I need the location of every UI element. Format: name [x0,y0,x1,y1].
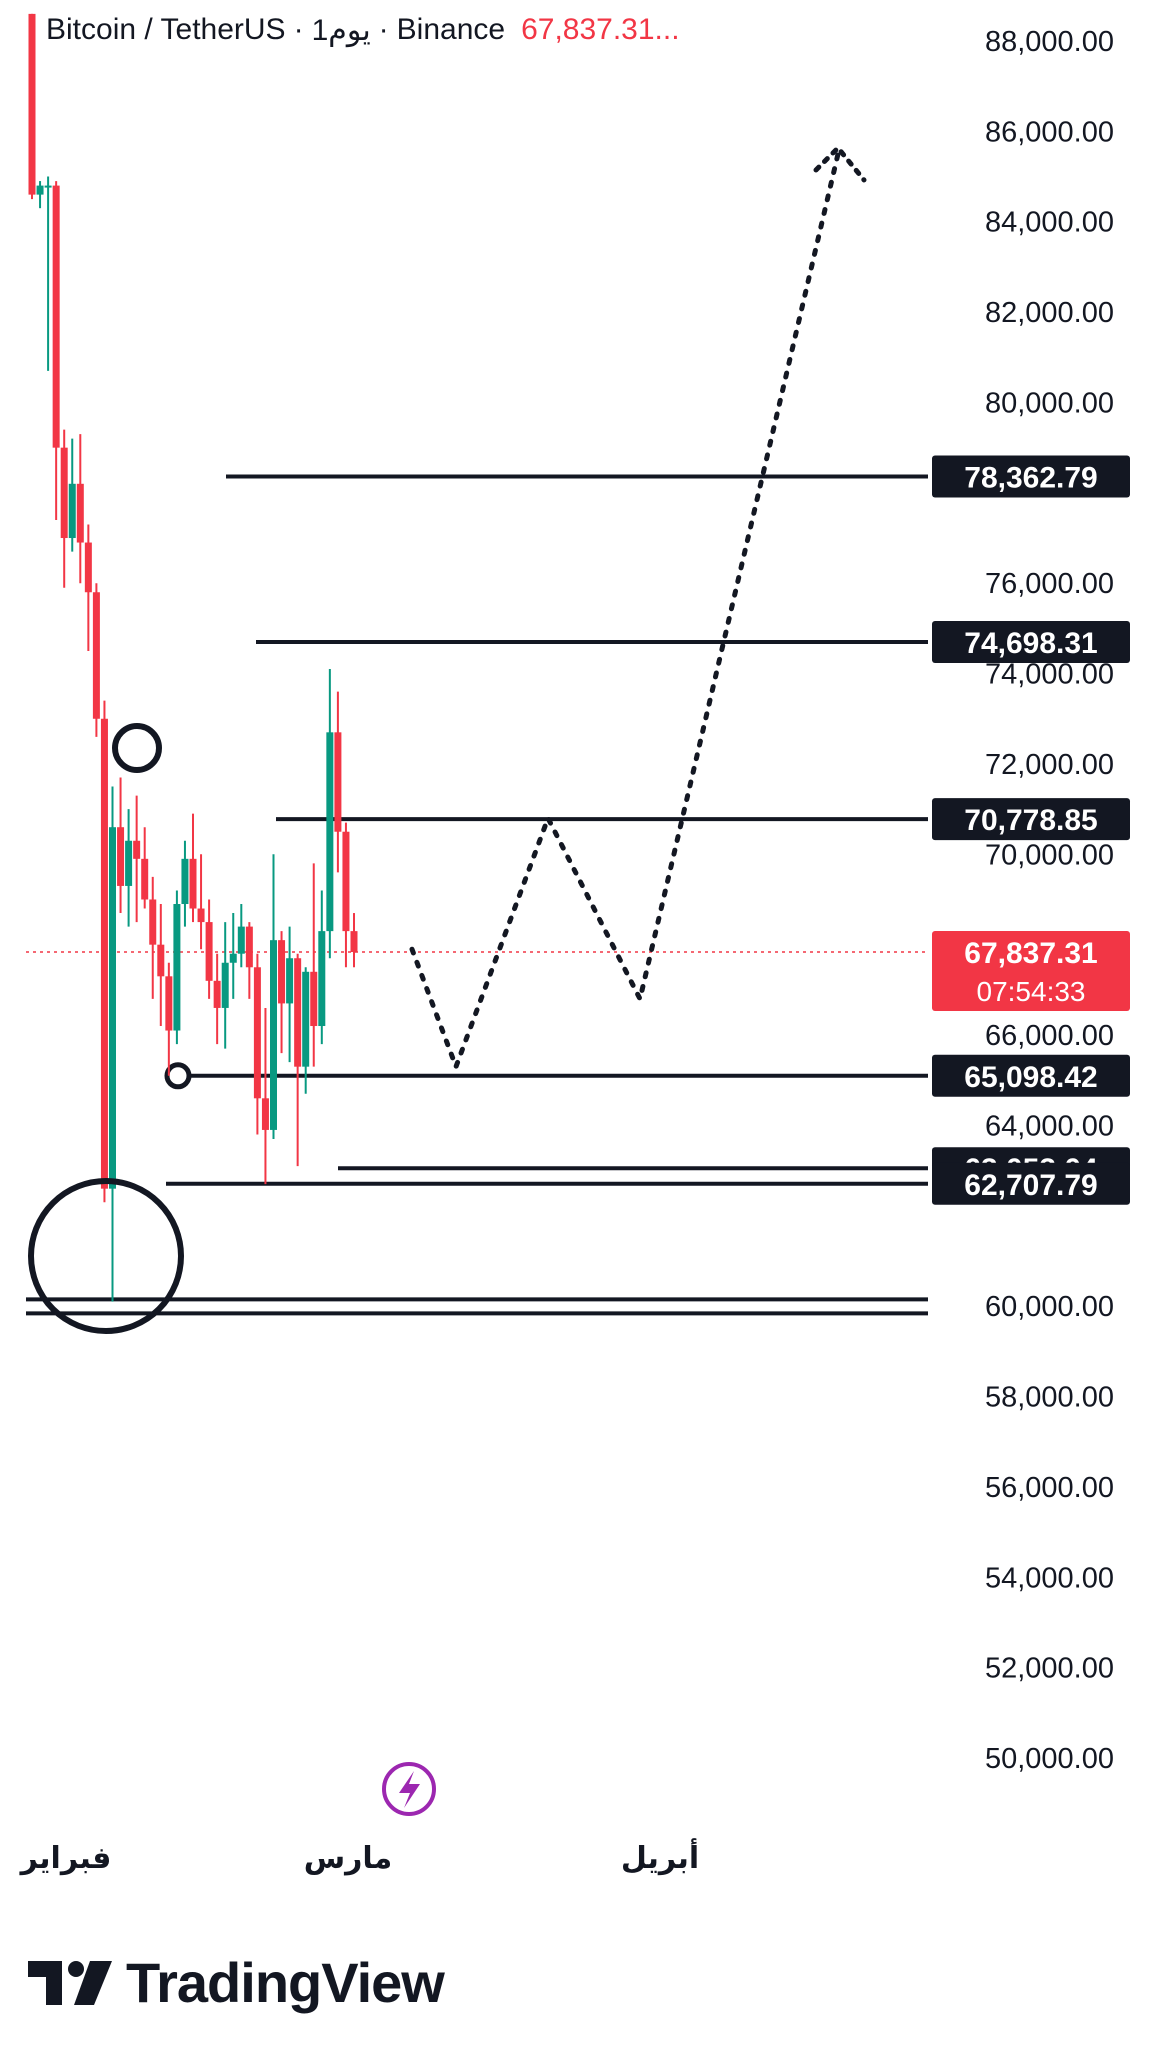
level-price-label: 65,098.42 [964,1061,1097,1094]
level-price-label: 62,707.79 [964,1169,1097,1202]
candle-body[interactable] [149,899,157,945]
candle-body[interactable] [197,908,205,923]
candle-body[interactable] [270,940,277,1130]
candle-body[interactable] [165,976,173,1031]
price-axis-tick: 50,000.00 [985,1743,1114,1775]
candle-body[interactable] [181,858,189,905]
candle-body[interactable] [294,958,302,1067]
candle-body[interactable] [84,542,92,593]
price-axis-tick: 72,000.00 [985,749,1114,781]
price-axis-tick: 64,000.00 [985,1110,1114,1142]
candle-body[interactable] [213,980,221,1008]
candle-body[interactable] [261,1098,269,1130]
price-axis-tick: 84,000.00 [985,207,1114,239]
price-axis-tick: 58,000.00 [985,1382,1114,1414]
interval-label[interactable]: 1يوم [311,13,371,47]
candle-body[interactable] [109,827,116,1189]
price-axis-tick: 60,000.00 [985,1291,1114,1323]
candle-body[interactable] [350,931,358,953]
header-price: 67,837.31... [521,13,680,46]
candle-body[interactable] [229,953,237,963]
candle-body[interactable] [334,732,342,832]
time-axis-label: أبريل [621,1838,699,1875]
candle-body[interactable] [125,840,133,886]
level-price-box[interactable] [932,1054,1130,1097]
price-axis-tick: 54,000.00 [985,1562,1114,1594]
candle-body[interactable] [318,931,326,1027]
candle-body[interactable] [173,904,181,1031]
price-axis-tick: 80,000.00 [985,387,1114,419]
level-price-box[interactable] [932,798,1130,841]
current-price-box[interactable] [932,931,1130,1012]
candle-body[interactable] [310,971,318,1027]
candle-body[interactable] [205,922,213,981]
candle-body[interactable] [157,944,165,977]
price-axis-tick: 76,000.00 [985,568,1114,600]
symbol-header: Bitcoin / TetherUS · 1يوم · Binance 67,8… [46,8,680,52]
candle-body[interactable] [141,858,149,900]
level-price-label: 74,698.31 [964,627,1097,660]
exchange-label: Binance [396,13,506,46]
time-axis-label: مارس [304,1842,393,1875]
price-axis-tick: 88,000.00 [985,26,1114,58]
candle-body[interactable] [117,827,125,886]
countdown-label: 07:54:33 [977,976,1086,1007]
candle-body[interactable] [342,831,350,932]
candle-body[interactable] [100,718,108,1189]
candle-body[interactable] [237,926,245,954]
candle-body[interactable] [133,840,141,859]
candle-body[interactable] [326,732,334,932]
candle-body[interactable] [92,592,100,719]
price-axis-tick: 66,000.00 [985,1020,1114,1052]
candle-body[interactable] [52,185,60,448]
projection-arrowhead [813,144,867,183]
candle-body[interactable] [68,483,76,539]
lightning-icon[interactable] [382,1762,436,1816]
symbol-name[interactable]: Bitcoin / TetherUS [46,13,286,46]
level-price-label: 70,778.85 [964,804,1097,837]
time-axis-label: فبراير [19,1842,112,1875]
projection-path[interactable] [409,151,841,1074]
candle-body[interactable] [44,185,52,188]
tradingview-wordmark: TradingView [126,1951,445,2014]
price-axis-tick: 82,000.00 [985,297,1114,329]
level-price-label: 78,362.79 [964,461,1097,494]
price-axis-tick: 70,000.00 [985,839,1114,871]
candle-body[interactable] [221,962,229,1008]
candle-body[interactable] [76,483,84,543]
price-axis-tick: 52,000.00 [985,1653,1114,1685]
level-anchor-dot[interactable] [164,1062,192,1090]
candle-body[interactable] [286,958,294,1004]
candle-body[interactable] [36,185,44,195]
highlight-circle-small[interactable] [112,723,162,773]
level-price-box[interactable] [932,621,1130,664]
candle-body[interactable] [28,13,36,195]
tradingview-logo[interactable]: TradingView [28,1950,445,2015]
highlight-circle-large[interactable] [28,1178,184,1334]
current-price-label: 67,837.31 [964,937,1097,970]
candle-body[interactable] [189,858,197,909]
candle-body[interactable] [245,926,253,968]
level-price-box[interactable] [932,1162,1130,1205]
candle-body[interactable] [253,967,261,1099]
price-axis-tick: 86,000.00 [985,116,1114,148]
candle-body[interactable] [302,971,310,1067]
tradingview-logo-icon [28,1960,112,2005]
header-separator: · [378,13,389,46]
header-separator: · [293,13,304,46]
candle-body[interactable] [60,447,68,539]
price-axis-tick: 74,000.00 [985,659,1114,691]
lightning-bolt-icon [399,1771,420,1808]
price-axis-tick: 56,000.00 [985,1472,1114,1504]
candle-body[interactable] [278,940,286,1004]
level-price-box[interactable] [932,455,1130,498]
